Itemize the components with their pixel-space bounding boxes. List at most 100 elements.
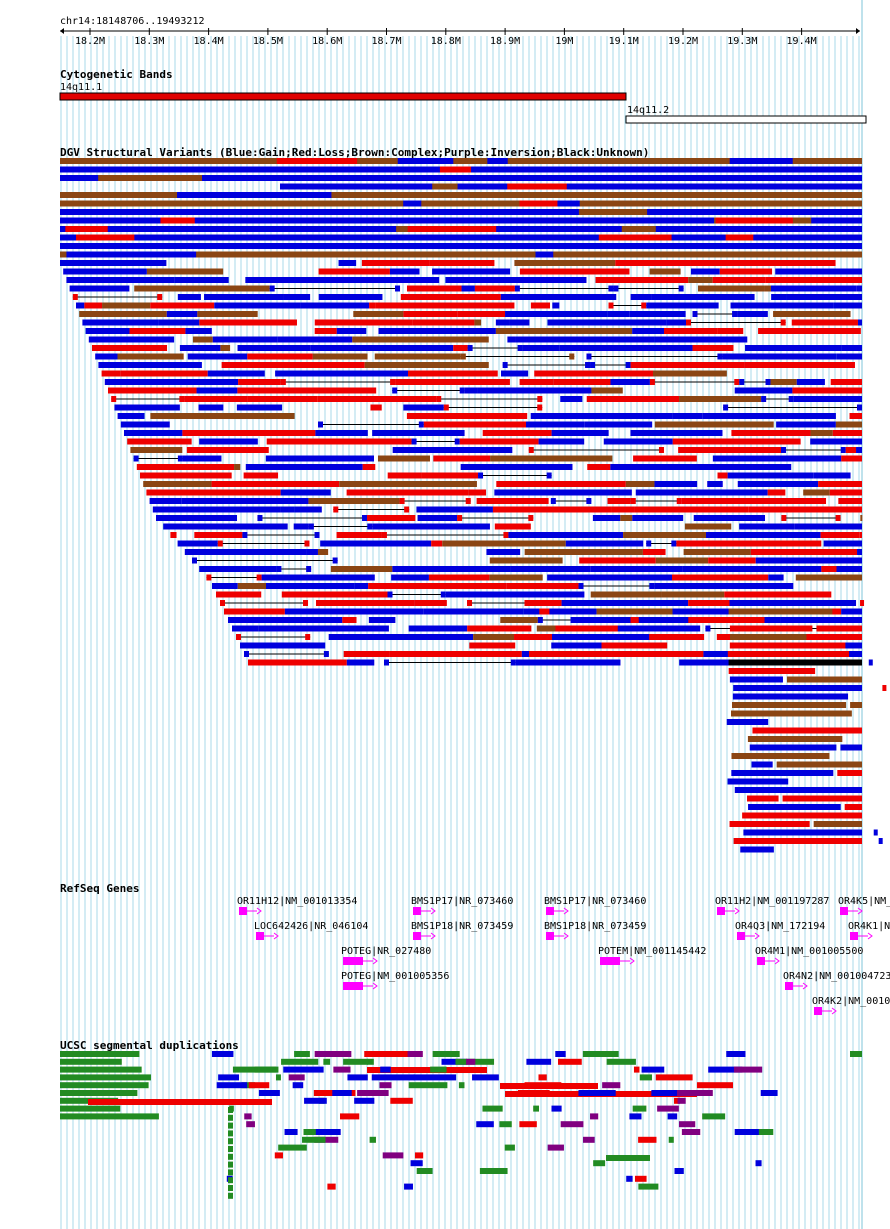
dgv-variant[interactable] xyxy=(729,676,783,683)
dgv-variant[interactable] xyxy=(629,311,686,317)
dgv-variant[interactable] xyxy=(749,744,837,751)
segdup-feature[interactable] xyxy=(283,1066,324,1073)
dgv-variant[interactable] xyxy=(507,183,567,190)
dgv-variant[interactable] xyxy=(494,523,531,530)
segdup-feature[interactable] xyxy=(60,1090,138,1096)
dgv-variant[interactable] xyxy=(220,345,231,351)
dgv-variant[interactable] xyxy=(318,294,383,300)
refseq-gene-glyph[interactable] xyxy=(717,907,740,915)
segdup-feature[interactable] xyxy=(551,1105,562,1112)
dgv-variant[interactable] xyxy=(338,260,357,266)
dgv-variant[interactable] xyxy=(389,651,522,657)
dgv-variant[interactable] xyxy=(722,234,754,241)
segdup-feature[interactable] xyxy=(670,1090,713,1096)
dgv-variant[interactable] xyxy=(755,557,862,564)
dgv-variant[interactable] xyxy=(280,379,286,385)
segdup-feature[interactable] xyxy=(357,1090,389,1096)
dgv-variant[interactable] xyxy=(352,336,489,343)
dgv-variant[interactable] xyxy=(845,642,862,649)
dgv-variant[interactable] xyxy=(530,413,673,419)
segdup-feature[interactable] xyxy=(432,1051,460,1057)
segdup-feature[interactable] xyxy=(430,1066,447,1073)
dgv-variant[interactable] xyxy=(521,651,530,657)
segdup-track[interactable]: UCSC segmental duplications xyxy=(60,1039,862,1199)
dgv-variant[interactable] xyxy=(378,328,496,334)
dgv-variant[interactable] xyxy=(835,515,841,521)
dgv-variant[interactable] xyxy=(692,345,734,351)
segdup-feature[interactable] xyxy=(211,1051,234,1057)
segdup-feature[interactable] xyxy=(281,1058,319,1065)
segdup-feature[interactable] xyxy=(254,1066,279,1073)
dgv-variant[interactable] xyxy=(685,319,691,326)
dgv-variant[interactable] xyxy=(666,319,686,326)
dgv-variant[interactable] xyxy=(187,353,248,360)
dgv-variant[interactable] xyxy=(731,770,834,776)
dgv-variant[interactable] xyxy=(681,498,827,504)
segdup-feature[interactable] xyxy=(850,1051,862,1057)
dgv-variant[interactable] xyxy=(727,472,814,479)
segdup-feature[interactable] xyxy=(560,1121,584,1128)
dgv-variant[interactable] xyxy=(717,472,728,479)
segdup-feature[interactable] xyxy=(218,1074,240,1081)
segdup-feature[interactable] xyxy=(674,1097,680,1104)
dgv-variant[interactable] xyxy=(362,464,376,470)
dgv-variant[interactable] xyxy=(439,166,472,173)
dgv-variant[interactable] xyxy=(332,557,338,564)
dgv-variant[interactable] xyxy=(529,600,562,606)
dgv-variant[interactable] xyxy=(733,685,862,691)
dgv-variant[interactable] xyxy=(730,710,852,717)
segdup-feature[interactable] xyxy=(228,1153,233,1160)
dgv-variant[interactable] xyxy=(179,345,221,351)
segdup-feature[interactable] xyxy=(297,1051,310,1057)
dgv-variant[interactable] xyxy=(528,515,534,521)
dgv-variant[interactable] xyxy=(717,328,744,334)
dgv-variant[interactable] xyxy=(793,396,862,402)
refseq-gene-glyph[interactable] xyxy=(239,907,262,915)
dgv-variant[interactable] xyxy=(634,506,749,513)
dgv-variant[interactable] xyxy=(361,260,430,266)
dgv-variant[interactable] xyxy=(615,260,691,266)
dgv-variant[interactable] xyxy=(374,353,461,360)
dgv-variant[interactable] xyxy=(585,362,591,368)
dgv-variant[interactable] xyxy=(690,260,836,266)
dgv-variant[interactable] xyxy=(692,311,698,317)
dgv-variant[interactable] xyxy=(305,634,311,640)
dgv-variant[interactable] xyxy=(671,540,677,547)
dgv-variant[interactable] xyxy=(857,404,862,411)
dgv-variant[interactable] xyxy=(765,379,771,385)
dgv-variant[interactable] xyxy=(510,566,591,572)
dgv-variant[interactable] xyxy=(467,345,473,351)
dgv-variant[interactable] xyxy=(836,566,862,572)
dgv-variant[interactable] xyxy=(241,192,332,198)
segdup-feature[interactable] xyxy=(606,1058,636,1065)
segdup-feature[interactable] xyxy=(410,1160,423,1167)
dgv-variant[interactable] xyxy=(257,515,263,521)
dgv-variant[interactable] xyxy=(537,404,543,411)
dgv-variant[interactable] xyxy=(237,345,311,351)
dgv-variant[interactable] xyxy=(181,498,309,504)
dgv-variant[interactable] xyxy=(734,387,793,394)
segdup-feature[interactable] xyxy=(379,1082,392,1089)
dgv-variant[interactable] xyxy=(158,319,200,326)
dgv-variant[interactable] xyxy=(411,438,417,445)
dgv-variant[interactable] xyxy=(731,753,830,759)
dgv-variant[interactable] xyxy=(333,506,339,513)
segdup-feature[interactable] xyxy=(60,1051,140,1057)
segdup-feature[interactable] xyxy=(555,1051,566,1057)
dgv-variant[interactable] xyxy=(381,532,387,538)
dgv-variant[interactable] xyxy=(515,336,655,343)
dgv-variant[interactable] xyxy=(143,481,212,487)
dgv-variant[interactable] xyxy=(399,498,405,504)
dgv-variant[interactable] xyxy=(316,600,415,606)
dgv-variant[interactable] xyxy=(522,345,560,351)
segdup-feature[interactable] xyxy=(760,1090,778,1096)
dgv-variant[interactable] xyxy=(551,642,602,649)
dgv-variant[interactable] xyxy=(232,625,259,632)
dgv-variant[interactable] xyxy=(261,234,274,241)
segdup-feature[interactable] xyxy=(519,1121,537,1128)
segdup-feature[interactable] xyxy=(408,1082,448,1089)
segdup-feature[interactable] xyxy=(288,1074,305,1081)
dgv-variant[interactable] xyxy=(728,668,816,674)
dgv-variant[interactable] xyxy=(552,302,560,309)
segdup-feature[interactable] xyxy=(633,1066,640,1073)
